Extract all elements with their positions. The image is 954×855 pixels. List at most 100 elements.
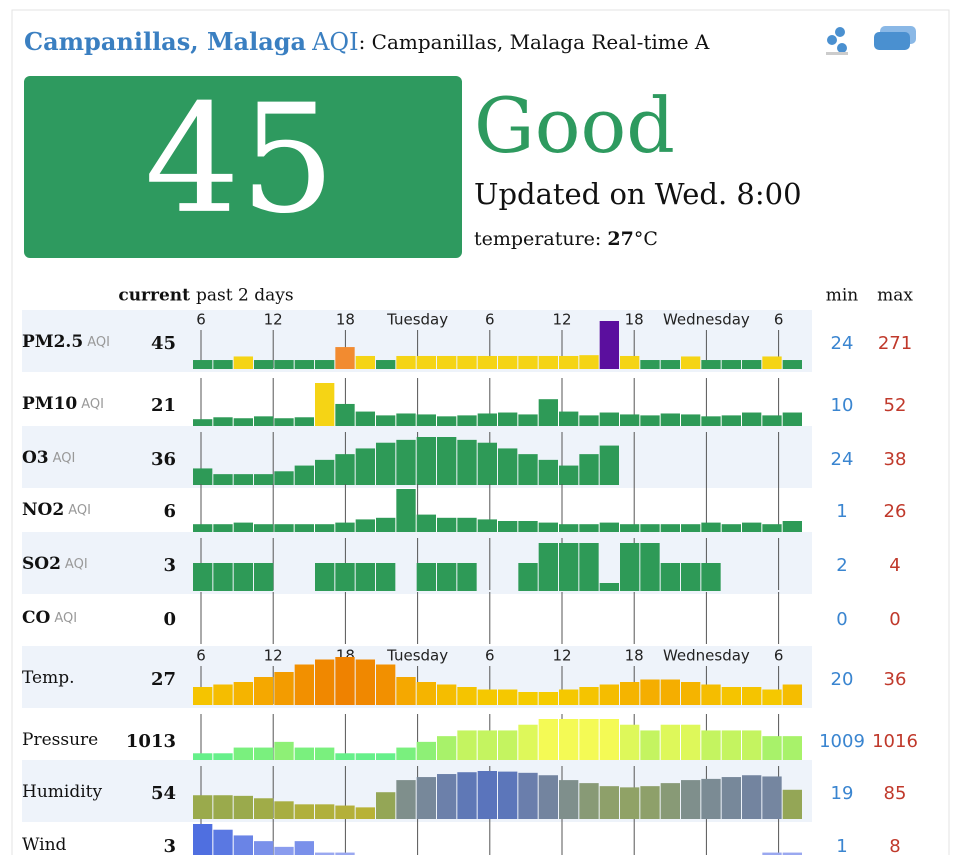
history-bar <box>416 514 436 537</box>
history-bar <box>477 442 497 485</box>
history-bar <box>620 787 640 819</box>
current-value: 21 <box>151 395 176 416</box>
row-name: Pressure <box>22 730 98 750</box>
row-name: Humidity <box>22 782 102 802</box>
subtitle: : Campanillas, Malaga Real-time A <box>359 30 710 54</box>
parameter-name: O3 <box>22 448 49 468</box>
chat-bubble[interactable] <box>874 32 910 50</box>
history-bar <box>559 465 579 485</box>
temperature-unit: °C <box>634 228 658 250</box>
history-bar <box>782 789 802 819</box>
history-bar <box>315 360 335 369</box>
history-bar <box>213 795 233 819</box>
history-bar <box>660 724 680 767</box>
history-bar <box>640 730 660 767</box>
history-bar <box>233 356 253 369</box>
history-bar <box>538 399 558 431</box>
time-label: 6 <box>196 311 206 329</box>
history-bar <box>599 583 619 591</box>
parameter-name: SO2 <box>22 554 61 574</box>
history-bar <box>477 730 497 767</box>
time-label: 6 <box>774 311 784 329</box>
history-bar <box>193 795 213 819</box>
time-label: 12 <box>264 647 283 665</box>
share-dot[interactable] <box>827 35 837 45</box>
current-value: 54 <box>151 783 176 804</box>
history-bar <box>762 776 782 819</box>
share-dot[interactable] <box>837 43 847 53</box>
history-bar <box>457 563 477 591</box>
history-bar <box>782 852 802 855</box>
max-header: max <box>877 286 913 306</box>
history-bar <box>396 677 416 705</box>
history-bar <box>437 736 457 767</box>
history-bar <box>742 730 762 767</box>
history-bar <box>315 383 335 431</box>
history-bar <box>721 687 741 705</box>
time-label: 6 <box>485 647 495 665</box>
history-bar <box>640 679 660 705</box>
history-bar <box>315 659 335 705</box>
min-value: 0 <box>836 609 847 630</box>
max-value: 4 <box>889 555 900 576</box>
temperature-label: temperature: <box>474 228 607 250</box>
history-bar <box>254 360 274 369</box>
history-bar <box>579 783 599 819</box>
history-bar <box>416 355 436 369</box>
min-value: 24 <box>831 449 854 470</box>
history-bar <box>559 543 579 591</box>
time-label: Tuesday <box>386 647 448 665</box>
history-bar <box>477 771 497 819</box>
min-value: 24 <box>831 333 854 354</box>
history-bar <box>274 801 294 819</box>
share-dot[interactable] <box>835 27 845 37</box>
current-value: 36 <box>151 449 176 470</box>
history-bar <box>681 780 701 819</box>
history-bar <box>681 563 701 591</box>
aqi-value: 45 <box>145 73 336 247</box>
history-bar <box>355 563 375 591</box>
history-bar <box>254 563 274 591</box>
row-name: PM10 AQI <box>22 394 104 414</box>
current-value: 27 <box>151 669 176 690</box>
history-bar <box>620 543 640 591</box>
history-bar <box>457 772 477 819</box>
min-header: min <box>826 286 859 306</box>
history-bar <box>579 454 599 485</box>
history-bar <box>721 730 741 767</box>
share-icon[interactable] <box>826 27 848 55</box>
history-bar <box>416 563 436 591</box>
history-bar <box>559 780 579 819</box>
aqi-box <box>24 76 462 258</box>
chat-icon[interactable] <box>874 26 916 50</box>
parameter-name: PM10 <box>22 394 77 414</box>
max-value: 1016 <box>872 731 918 752</box>
parameter-name: CO <box>22 608 51 628</box>
time-label: 6 <box>485 311 495 329</box>
history-bar <box>498 730 518 767</box>
history-bar <box>254 677 274 705</box>
time-label: 18 <box>625 311 644 329</box>
history-bar <box>579 543 599 591</box>
history-bar <box>721 360 741 369</box>
history-bar <box>355 355 375 369</box>
min-value: 19 <box>831 783 854 804</box>
history-bar <box>742 360 762 369</box>
history-bar <box>681 724 701 767</box>
history-bar <box>701 360 721 369</box>
history-bar <box>335 563 355 591</box>
history-bar <box>396 780 416 819</box>
parameter-name: Wind <box>22 835 67 855</box>
row-name: O3 AQI <box>22 448 75 468</box>
max-value: 8 <box>889 836 900 855</box>
history-bar <box>559 689 579 705</box>
history-bar <box>437 774 457 819</box>
history-bar <box>355 659 375 705</box>
parameter-unit: AQI <box>65 557 88 572</box>
history-bar <box>518 772 538 819</box>
history-bar <box>579 355 599 369</box>
history-bar <box>538 692 558 705</box>
history-bar <box>599 445 619 485</box>
